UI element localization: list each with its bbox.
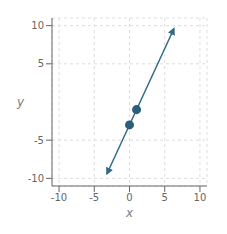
svg-text:x: x xyxy=(125,206,134,220)
svg-text:-5: -5 xyxy=(34,135,44,146)
svg-text:y: y xyxy=(16,95,25,109)
svg-text:0: 0 xyxy=(126,192,132,203)
svg-text:-5: -5 xyxy=(89,192,99,203)
svg-text:-10: -10 xyxy=(28,173,44,184)
svg-text:10: 10 xyxy=(31,20,44,31)
svg-text:-10: -10 xyxy=(51,192,67,203)
svg-text:5: 5 xyxy=(162,192,168,203)
svg-text:10: 10 xyxy=(194,192,207,203)
svg-text:5: 5 xyxy=(38,58,44,69)
